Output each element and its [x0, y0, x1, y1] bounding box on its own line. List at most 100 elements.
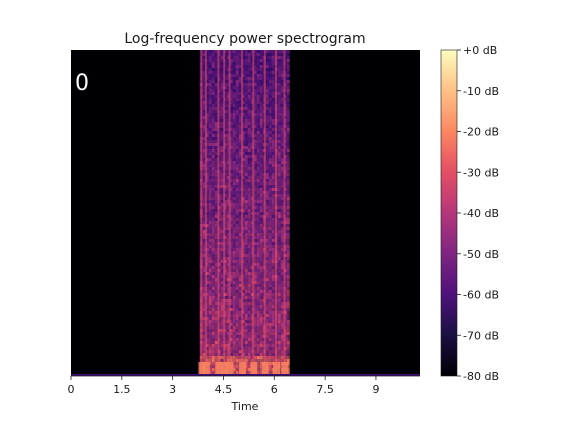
spectrogram-cell	[238, 257, 242, 260]
spectrogram-cell	[250, 152, 254, 155]
spectrogram-cell	[235, 350, 239, 353]
spectrogram-cell	[220, 254, 224, 257]
spectrogram-cell	[214, 95, 218, 98]
spectrogram-cell	[250, 143, 254, 146]
spectrogram-cell	[226, 116, 230, 119]
spectrogram-cell	[202, 137, 206, 140]
spectrogram-cell	[241, 260, 245, 263]
spectrogram-cell	[250, 230, 254, 233]
spectrogram-cell	[241, 344, 245, 347]
spectrogram-cell	[211, 80, 215, 83]
spectrogram-cell	[226, 212, 230, 215]
spectrogram-cell	[220, 119, 224, 122]
spectrogram-cell	[286, 182, 290, 185]
spectrogram-cell	[229, 227, 233, 230]
spectrogram-cell	[235, 257, 239, 260]
spectrogram-cell	[259, 167, 263, 170]
spectrogram-cell	[235, 56, 239, 59]
spectrogram-image	[71, 50, 420, 376]
spectrogram-cell	[211, 311, 215, 314]
spectrogram-cell	[277, 218, 281, 221]
spectrogram-cell	[229, 290, 233, 293]
spectrogram-cell	[202, 146, 206, 149]
spectrogram-cell	[280, 98, 284, 101]
spectrogram-cell	[229, 170, 233, 173]
colorbar-tick-label: -20 dB	[463, 126, 499, 139]
spectrogram-cell	[247, 143, 251, 146]
spectrogram-cell	[211, 185, 215, 188]
spectrogram-cell	[214, 143, 218, 146]
spectrogram-cell	[226, 236, 230, 239]
spectrogram-cell	[232, 248, 236, 251]
spectrogram-cell	[223, 119, 227, 122]
spectrogram-cell	[253, 290, 257, 293]
spectrogram-cell	[232, 272, 236, 275]
spectrogram-cell	[271, 248, 275, 251]
spectrogram-cell	[271, 353, 275, 356]
spectrogram-cell	[214, 110, 218, 113]
spectrogram-cell	[241, 200, 245, 203]
spectrogram-cell	[208, 350, 212, 353]
spectrogram-cell	[244, 140, 248, 143]
spectrogram-cell	[259, 155, 263, 158]
spectrogram-cell	[208, 257, 212, 260]
spectrogram-cell	[205, 269, 209, 272]
spectrogram-cell	[280, 254, 284, 257]
spectrogram-cell	[205, 74, 209, 77]
spectrogram-cell	[271, 338, 275, 341]
spectrogram-cell	[235, 134, 239, 137]
spectrogram-cell	[277, 89, 281, 92]
spectrogram-cell	[280, 104, 284, 107]
spectrogram-cell	[244, 266, 248, 269]
spectrogram-cell	[235, 203, 239, 206]
spectrogram-cell	[226, 281, 230, 284]
spectrogram-cell	[208, 86, 212, 89]
spectrogram-cell	[208, 140, 212, 143]
spectrogram-cell	[250, 188, 254, 191]
spectrogram-cell	[280, 212, 284, 215]
spectrogram-cell	[280, 167, 284, 170]
spectrogram-cell	[247, 281, 251, 284]
spectrogram-cell	[271, 134, 275, 137]
spectrogram-cell	[253, 197, 257, 200]
spectrogram-cell	[250, 215, 254, 218]
spectrogram-cell	[202, 266, 206, 269]
spectrogram-cell	[280, 59, 284, 62]
spectrogram-cell	[226, 62, 230, 65]
spectrogram-cell	[286, 215, 290, 218]
spectrogram-cell	[268, 92, 272, 95]
spectrogram-cell	[220, 287, 224, 290]
spectrogram-cell	[253, 350, 257, 353]
spectrogram-cell	[286, 71, 290, 74]
spectrogram-cell	[253, 257, 257, 260]
spectrogram-cell	[280, 332, 284, 335]
spectrogram-cell	[247, 74, 251, 77]
spectrogram-cell	[271, 311, 275, 314]
spectrogram-cell	[250, 86, 254, 89]
spectrogram-cell	[226, 200, 230, 203]
spectrogram-cell	[250, 200, 254, 203]
plot-area: 0	[71, 50, 420, 376]
spectrogram-cell	[238, 191, 242, 194]
spectrogram-cell	[211, 143, 215, 146]
spectrogram-cell	[277, 344, 281, 347]
spectrogram-cell	[265, 200, 269, 203]
spectrogram-cell	[265, 215, 269, 218]
spectrogram-cell	[232, 278, 236, 281]
spectrogram-cell	[250, 224, 254, 227]
spectrogram-cell	[277, 230, 281, 233]
spectrogram-cell	[235, 65, 239, 68]
spectrogram-cell	[241, 251, 245, 254]
spectrogram-cell	[229, 155, 233, 158]
x-tick-label: 7.5	[316, 383, 334, 396]
spectrogram-cell	[259, 212, 263, 215]
spectrogram-cell	[265, 287, 269, 290]
spectrogram-cell	[223, 335, 227, 338]
spectrogram-cell	[232, 119, 236, 122]
spectrogram-cell	[253, 86, 257, 89]
spectrogram-cell	[232, 116, 236, 119]
spectrogram-cell	[211, 290, 215, 293]
spectrogram-cell	[253, 92, 257, 95]
spectrogram-cell	[259, 182, 263, 185]
spectrogram-cell	[220, 356, 224, 359]
